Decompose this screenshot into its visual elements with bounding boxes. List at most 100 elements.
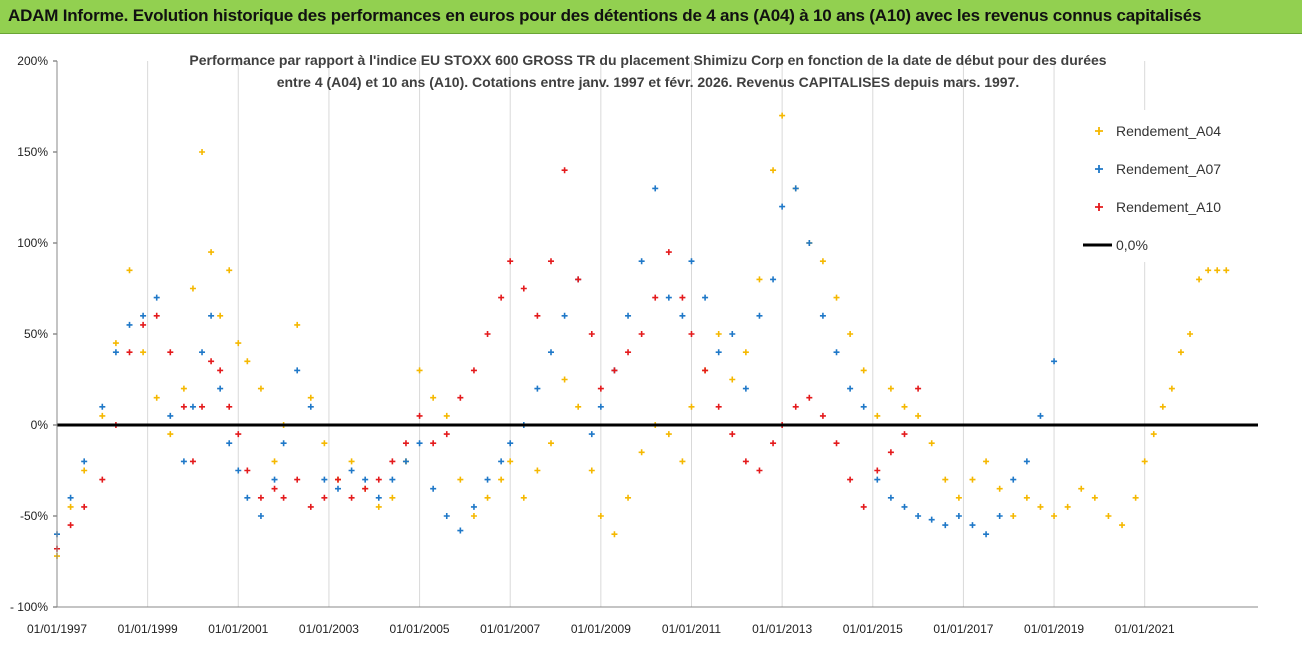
data-point <box>611 531 618 538</box>
data-point <box>665 431 672 438</box>
data-point <box>498 476 505 483</box>
report-banner: ADAM Informe. Evolution historique des p… <box>0 0 1302 34</box>
series-rendement-a07 <box>54 185 1058 538</box>
data-point <box>470 513 477 519</box>
data-point <box>443 412 450 419</box>
data-point <box>235 340 242 347</box>
data-point <box>81 503 88 510</box>
data-point <box>847 385 854 392</box>
data-point <box>1091 494 1098 501</box>
data-point <box>625 494 632 501</box>
data-point <box>847 476 854 483</box>
data-point <box>375 476 382 483</box>
data-point <box>597 403 604 410</box>
data-point <box>217 312 224 319</box>
data-point <box>955 513 962 519</box>
data-point <box>307 403 314 410</box>
data-point <box>217 385 224 392</box>
data-point <box>443 513 450 519</box>
data-point <box>969 476 976 483</box>
legend-reference-label: 0,0% <box>1116 237 1148 253</box>
data-point <box>1223 267 1230 274</box>
data-point <box>887 385 894 392</box>
data-point <box>833 294 840 301</box>
data-point <box>189 403 196 410</box>
legend-marker <box>1095 203 1103 211</box>
data-point <box>779 203 786 210</box>
performance-chart: 200%150%100%50%0%-50%- 100% 01/01/1997 01… <box>10 52 1258 636</box>
data-point <box>742 349 749 356</box>
data-point <box>1168 385 1175 392</box>
data-point <box>153 312 160 319</box>
data-point <box>1105 513 1112 519</box>
data-point <box>1037 412 1044 419</box>
data-point <box>271 485 278 492</box>
x-tick-label: 01/01/2003 <box>299 622 359 636</box>
data-point <box>180 458 187 465</box>
data-point <box>638 331 645 337</box>
legend-label: Rendement_A07 <box>1116 161 1221 177</box>
data-point <box>770 276 777 283</box>
data-point <box>294 476 301 483</box>
data-point <box>688 403 695 410</box>
data-point <box>928 440 935 447</box>
data-point <box>1132 494 1139 501</box>
data-point <box>389 494 396 501</box>
data-point <box>792 403 799 410</box>
x-tick-label: 01/01/2015 <box>843 622 903 636</box>
series-rendement-a10 <box>54 167 922 552</box>
data-point <box>588 431 595 438</box>
data-point <box>208 358 215 365</box>
data-point <box>665 294 672 301</box>
data-point <box>507 440 514 447</box>
data-point <box>679 294 686 301</box>
data-point <box>235 431 242 438</box>
data-point <box>901 503 908 510</box>
y-tick-label: 150% <box>17 145 48 159</box>
data-point <box>389 476 396 483</box>
data-point <box>470 367 477 374</box>
data-point <box>625 349 632 356</box>
data-point <box>996 485 1003 492</box>
data-point <box>901 403 908 410</box>
data-point <box>575 403 582 410</box>
y-tick-label: - 100% <box>10 600 48 614</box>
data-point <box>779 112 786 119</box>
data-point <box>742 458 749 465</box>
data-point <box>742 385 749 392</box>
data-point <box>1177 349 1184 356</box>
data-point <box>416 440 423 447</box>
data-point <box>153 294 160 301</box>
data-point <box>430 485 437 492</box>
data-point <box>729 331 736 337</box>
data-point <box>715 331 722 337</box>
data-point <box>679 458 686 465</box>
data-point <box>588 467 595 474</box>
data-point <box>208 312 215 319</box>
x-tick-label: 01/01/2005 <box>390 622 450 636</box>
data-point <box>1037 503 1044 510</box>
chart-title-line: Performance par rapport à l'indice EU ST… <box>189 52 1106 68</box>
data-point <box>389 458 396 465</box>
data-point <box>715 349 722 356</box>
data-point <box>983 458 990 465</box>
data-point <box>887 449 894 456</box>
data-point <box>1010 513 1017 519</box>
legend-box <box>1078 110 1254 262</box>
data-point <box>81 467 88 474</box>
data-point <box>806 240 813 246</box>
data-point <box>199 403 206 410</box>
data-point <box>1196 276 1203 283</box>
legend-marker <box>1095 165 1103 173</box>
data-point <box>561 167 568 174</box>
data-point <box>1078 485 1085 492</box>
report-title: ADAM Informe. Evolution historique des p… <box>8 6 1202 25</box>
data-point <box>1150 431 1157 438</box>
data-point <box>498 458 505 465</box>
data-point <box>874 476 881 483</box>
data-point <box>470 503 477 510</box>
data-point <box>688 258 695 265</box>
data-point <box>99 412 106 419</box>
data-point <box>969 522 976 529</box>
data-point <box>443 431 450 438</box>
